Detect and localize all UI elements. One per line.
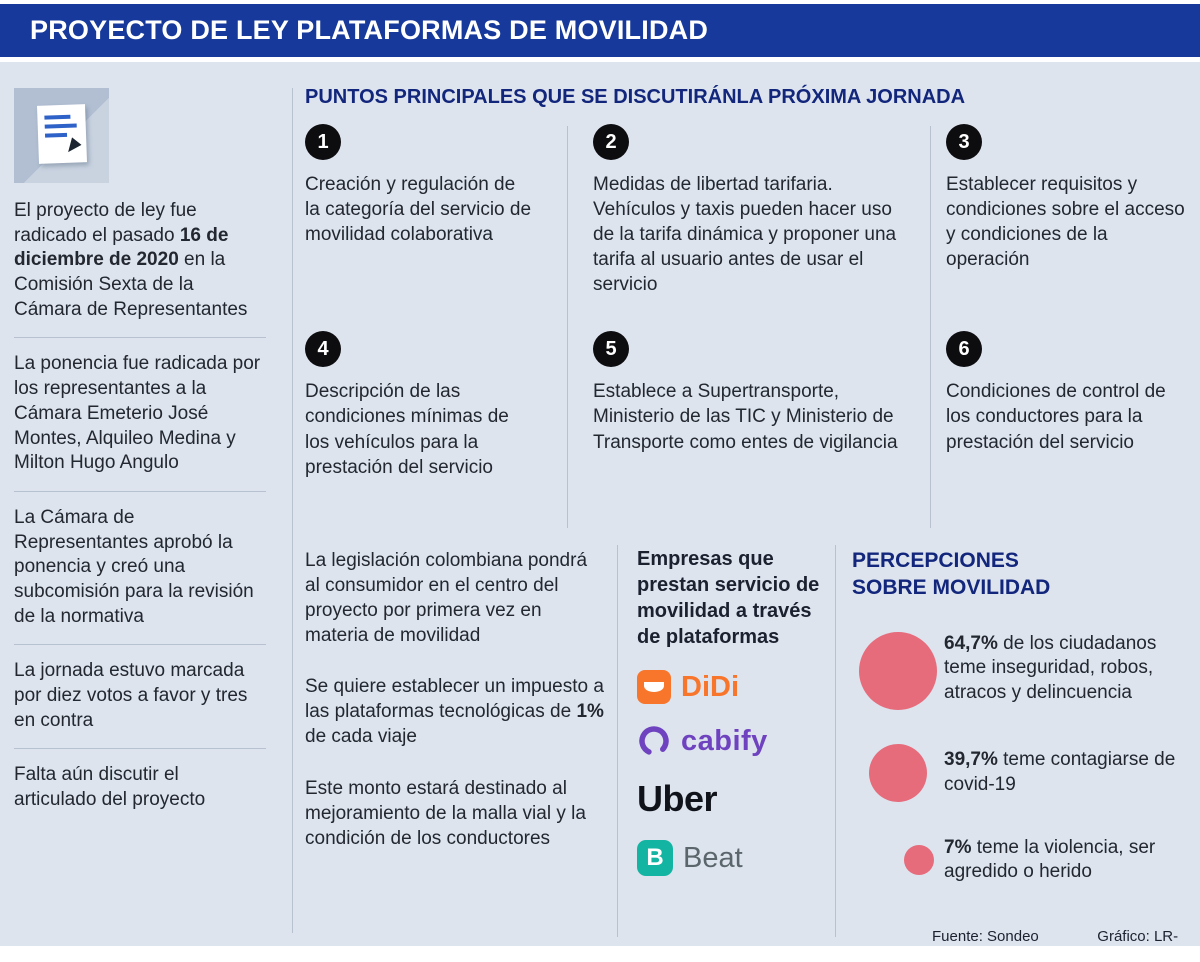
page-title: PROYECTO DE LEY PLATAFORMAS DE MOVILIDAD <box>30 15 709 45</box>
uber-logo: Uber <box>637 778 829 820</box>
consumer-paragraph: La legislación colombiana pondrá al cons… <box>305 548 607 648</box>
point-item-6: 6 Condiciones de control de los conducto… <box>930 331 1185 479</box>
didi-icon <box>637 670 671 704</box>
document-icon <box>14 88 109 183</box>
paragraph-text: Este monto estará destinado al mejoramie… <box>305 777 586 849</box>
companies-section: Empresas que prestan servicio de movilid… <box>637 546 829 876</box>
source-credit: Fuente: Sondeo LR <box>932 928 1039 946</box>
point-item-4: 4 Descripción de las condiciones mínimas… <box>305 331 567 479</box>
points-column-divider <box>567 126 568 528</box>
points-column-divider <box>930 126 931 528</box>
perception-text: 7% teme la violencia, ser agredido o her… <box>944 836 1186 885</box>
point-text: Medidas de libertad tarifaria. Vehículos… <box>593 174 897 296</box>
paragraph-bold: 1% <box>576 701 604 723</box>
point-item-1: 1 Creación y regulación de la categoría … <box>305 124 567 297</box>
percentage-value: 64,7% <box>944 632 998 654</box>
note-text: La ponencia fue radicada por los represe… <box>14 353 261 474</box>
point-text: Establecer requisitos y condiciones sobr… <box>946 174 1185 271</box>
didi-logo: DiDi <box>637 670 829 704</box>
infographic-body: El proyecto de ley fue radicado el pasad… <box>0 62 1200 946</box>
note-text: Falta aún discutir el articulado del pro… <box>14 764 206 811</box>
percentage-bubble-small <box>904 845 934 876</box>
document-line-icon <box>44 114 71 120</box>
consumer-section: La legislación colombiana pondrá al cons… <box>305 548 607 851</box>
companies-title: Empresas que prestan servicio de movilid… <box>637 548 820 648</box>
point-text: Creación y regulación de la categoría de… <box>305 174 532 246</box>
perception-item: 39,7% teme contagiarse de covid-19 <box>852 743 1186 802</box>
header-bar: PROYECTO DE LEY PLATAFORMAS DE MOVILIDAD <box>0 4 1200 57</box>
bottom-divider-right <box>835 545 836 937</box>
perception-text: 64,7% de los ciudadanos teme inseguridad… <box>944 632 1186 710</box>
percentage-label: teme contagiarse de covid-19 <box>944 749 1176 795</box>
cabify-logo: cabify <box>637 724 829 758</box>
sidebar-divider <box>292 88 293 933</box>
beat-logo: B Beat <box>637 840 829 876</box>
bubble-cell <box>852 631 944 710</box>
paragraph-text: La legislación colombiana pondrá al cons… <box>305 550 588 647</box>
percentage-value: 39,7% <box>944 749 998 771</box>
credits: Fuente: Sondeo LR Gráfico: LR-GR <box>932 928 1200 946</box>
sidebar-note: Falta aún discutir el articulado del pro… <box>14 749 266 827</box>
cabify-wordmark: cabify <box>681 724 768 757</box>
point-text: Establece a Supertransporte, Ministerio … <box>593 381 898 453</box>
note-text: en la Comisión Sexta de la Cámara de Rep… <box>14 249 248 320</box>
perceptions-title: PERCEPCIONES SOBRE MOVILIDAD <box>852 549 1051 599</box>
percentage-bubble-large <box>859 631 937 710</box>
perception-text: 39,7% teme contagiarse de covid-19 <box>944 748 1186 797</box>
bottom-divider-left <box>617 545 618 937</box>
perceptions-section: PERCEPCIONES SOBRE MOVILIDAD 64,7% de lo… <box>852 548 1186 885</box>
point-number-badge: 6 <box>946 331 982 368</box>
percentage-label: teme la violencia, ser agredido o herido <box>944 836 1156 883</box>
points-grid: 1 Creación y regulación de la categoría … <box>305 124 1185 480</box>
perception-item: 64,7% de los ciudadanos teme inseguridad… <box>852 631 1186 710</box>
note-text: El proyecto de ley fue radicado el pasad… <box>14 200 197 246</box>
note-bold: 16 de diciembre de 2020 <box>14 224 229 271</box>
document-sheet-icon <box>37 104 87 164</box>
point-number-badge: 1 <box>305 124 341 160</box>
point-item-5: 5 Establece a Supertransporte, Ministeri… <box>567 331 930 479</box>
sidebar: El proyecto de ley fue radicado el pasad… <box>14 88 266 828</box>
section-title-points: PUNTOS PRINCIPALES QUE SE DISCUTIRÁNLA P… <box>305 86 966 108</box>
bubble-cell <box>852 845 944 876</box>
point-number-badge: 5 <box>593 331 629 368</box>
sidebar-note: El proyecto de ley fue radicado el pasad… <box>14 185 266 339</box>
bubble-cell <box>852 743 944 802</box>
paragraph-text: de cada viaje <box>305 726 417 748</box>
perception-item: 7% teme la violencia, ser agredido o her… <box>852 836 1186 885</box>
percentage-label: de los ciudadanos teme inseguridad, robo… <box>944 632 1157 704</box>
paragraph-text: Se quiere establecer un impuesto a las p… <box>305 676 604 723</box>
graphic-credit: Gráfico: LR-GR <box>1097 928 1179 946</box>
pen-nib-icon <box>63 137 82 156</box>
document-line-icon <box>44 123 77 129</box>
point-item-2: 2 Medidas de libertad tarifaria. Vehícul… <box>567 124 930 297</box>
beat-wordmark: Beat <box>683 841 743 874</box>
sidebar-note: La jornada estuvo marcada por diez votos… <box>14 645 266 750</box>
sidebar-note: La Cámara de Representantes aprobó la po… <box>14 492 266 646</box>
cabify-icon <box>639 726 669 756</box>
point-number-badge: 4 <box>305 331 341 368</box>
point-text: Condiciones de control de los conductore… <box>946 381 1166 453</box>
didi-smile-icon <box>644 682 664 692</box>
consumer-paragraph: Se quiere establecer un impuesto a las p… <box>305 674 607 749</box>
consumer-paragraph: Este monto estará destinado al mejoramie… <box>305 776 607 851</box>
percentage-value: 7% <box>944 836 972 858</box>
point-text: Descripción de las condiciones mínimas d… <box>305 381 509 478</box>
beat-icon: B <box>637 840 673 876</box>
uber-wordmark: Uber <box>637 778 718 819</box>
percentage-bubble-medium <box>869 743 927 802</box>
note-text: La Cámara de Representantes aprobó la po… <box>14 506 254 627</box>
didi-wordmark: DiDi <box>681 670 739 703</box>
point-item-3: 3 Establecer requisitos y condiciones so… <box>930 124 1185 297</box>
point-number-badge: 2 <box>593 124 629 160</box>
point-number-badge: 3 <box>946 124 982 160</box>
sidebar-note: La ponencia fue radicada por los represe… <box>14 338 266 492</box>
document-line-icon <box>44 132 68 138</box>
note-text: La jornada estuvo marcada por diez votos… <box>14 660 248 731</box>
